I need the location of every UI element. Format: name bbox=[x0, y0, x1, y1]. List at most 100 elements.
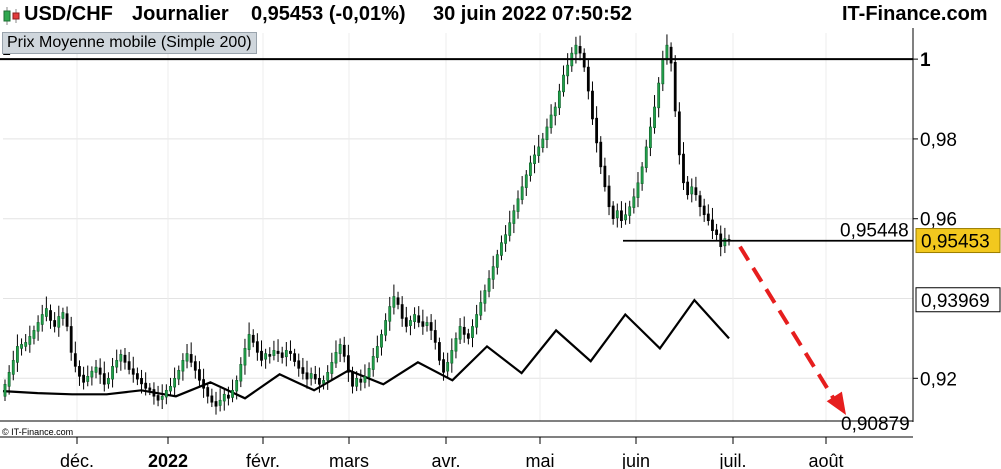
y-tick-label: 0,92 bbox=[920, 369, 957, 390]
candle-body bbox=[661, 58, 665, 85]
candle bbox=[595, 106, 599, 153]
candle bbox=[107, 372, 110, 389]
candle-body bbox=[206, 387, 210, 397]
candle bbox=[603, 157, 607, 192]
candle-body bbox=[702, 205, 706, 216]
candle bbox=[553, 102, 557, 126]
candle-body bbox=[404, 317, 408, 327]
candle-body bbox=[222, 393, 226, 402]
candle-body bbox=[359, 378, 363, 383]
candle bbox=[442, 352, 445, 381]
candle-body bbox=[214, 401, 218, 407]
indicator-legend: Prix Moyenne mobile (Simple 200) bbox=[2, 32, 257, 54]
candle bbox=[185, 343, 189, 369]
bearish-arrow-head bbox=[826, 391, 846, 415]
x-tick-label: août bbox=[808, 451, 843, 469]
candle-body bbox=[657, 82, 661, 109]
candle bbox=[702, 198, 706, 222]
candle bbox=[231, 379, 234, 403]
candle-body bbox=[36, 322, 40, 332]
candle bbox=[173, 367, 177, 396]
candle-body bbox=[346, 355, 350, 373]
datetime-label: 30 juin 2022 07:50:52 bbox=[433, 3, 633, 25]
candle-body bbox=[28, 336, 32, 345]
candle bbox=[578, 35, 582, 61]
quote-label: 0,95453 (-0,01%) bbox=[251, 3, 406, 25]
candle bbox=[380, 329, 383, 356]
copyright-text: © IT-Finance.com bbox=[2, 427, 73, 437]
candle bbox=[346, 344, 350, 382]
candle-body bbox=[284, 350, 288, 358]
candle bbox=[715, 223, 718, 241]
candle bbox=[404, 306, 408, 333]
candle-body bbox=[545, 126, 549, 141]
candle bbox=[309, 367, 313, 386]
candle bbox=[537, 134, 541, 163]
candle bbox=[586, 59, 590, 100]
candle bbox=[367, 362, 371, 387]
x-tick-label: mai bbox=[525, 451, 554, 469]
candle bbox=[351, 366, 354, 394]
candle bbox=[69, 316, 73, 361]
candle-body bbox=[533, 154, 536, 164]
candle-body bbox=[102, 373, 106, 385]
candle bbox=[400, 296, 404, 327]
candle-body bbox=[11, 360, 15, 375]
candle bbox=[661, 50, 665, 92]
candle-body bbox=[231, 389, 234, 398]
candle bbox=[251, 329, 255, 348]
candle bbox=[144, 372, 148, 396]
candle-body bbox=[338, 344, 342, 354]
candle bbox=[409, 315, 412, 336]
candle-body bbox=[471, 326, 474, 338]
candle-body bbox=[479, 302, 483, 316]
candle-body bbox=[686, 181, 690, 196]
candle-body bbox=[57, 316, 61, 328]
candle bbox=[549, 104, 553, 134]
candle bbox=[628, 200, 632, 224]
candle bbox=[115, 349, 119, 374]
candle-body bbox=[268, 354, 272, 357]
candle bbox=[359, 369, 363, 391]
candle-body bbox=[375, 346, 379, 358]
candle bbox=[20, 338, 23, 356]
candle-body bbox=[574, 44, 578, 55]
bearish-arrow-line bbox=[738, 245, 839, 406]
candle-body bbox=[400, 304, 404, 319]
candle bbox=[32, 325, 36, 345]
candle-body bbox=[694, 187, 698, 196]
candle bbox=[466, 328, 470, 345]
candle-body bbox=[202, 379, 205, 389]
candle bbox=[673, 55, 677, 117]
x-tick-label: juil. bbox=[718, 451, 746, 469]
candle-body bbox=[603, 165, 607, 188]
candle bbox=[140, 369, 143, 394]
candlestick-icon bbox=[2, 5, 22, 33]
candle bbox=[202, 368, 205, 398]
candle-body bbox=[669, 46, 673, 64]
candle bbox=[421, 309, 425, 335]
x-tick-label: déc. bbox=[60, 451, 94, 469]
candle bbox=[657, 77, 661, 118]
ma-value-badge bbox=[915, 287, 1001, 313]
candle bbox=[123, 347, 127, 370]
y-tick-label: 0,98 bbox=[920, 130, 957, 151]
candle-body bbox=[198, 369, 201, 381]
candle-body bbox=[475, 314, 479, 328]
candle bbox=[169, 377, 172, 396]
y-tick-label: 0,96 bbox=[920, 210, 957, 231]
candle-body bbox=[599, 141, 603, 168]
x-tick-label: févr. bbox=[246, 451, 280, 469]
candle bbox=[446, 352, 450, 378]
candle-body bbox=[632, 196, 636, 208]
candle-body bbox=[69, 326, 73, 353]
candle-body bbox=[524, 174, 528, 188]
candle-body bbox=[640, 166, 644, 184]
candle-body bbox=[140, 378, 143, 385]
candle bbox=[3, 379, 7, 402]
candle-body bbox=[454, 338, 458, 352]
x-tick-label: 2022 bbox=[148, 451, 188, 469]
candle bbox=[7, 365, 11, 395]
brand-label: IT-Finance.com bbox=[842, 3, 988, 25]
